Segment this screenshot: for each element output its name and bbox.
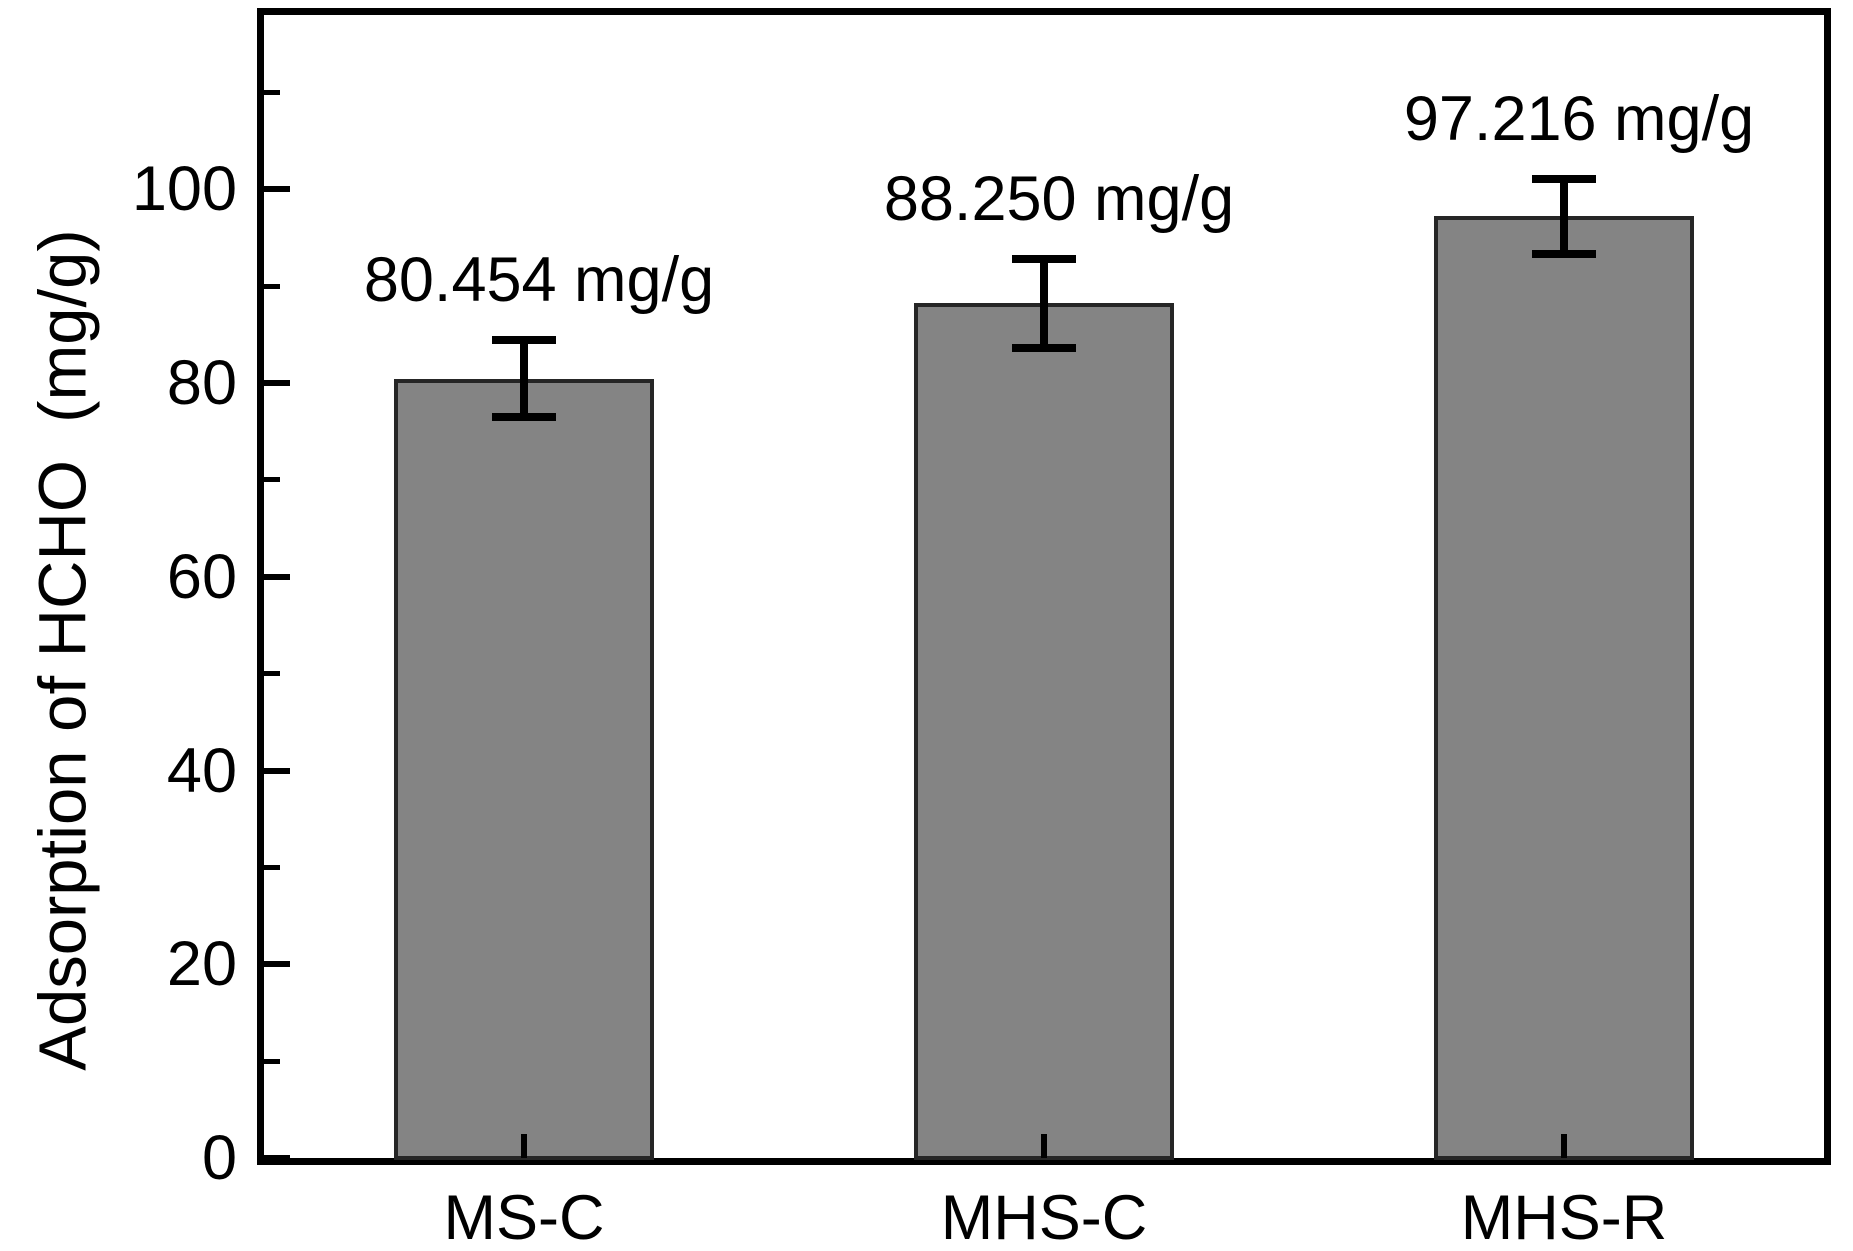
y-tick-label: 20	[166, 929, 237, 1000]
y-tick-label: 0	[201, 1123, 237, 1193]
y-minor-tick	[264, 477, 280, 483]
x-category-label: MHS-R	[1460, 1183, 1668, 1251]
error-bar-line	[1040, 258, 1048, 348]
bar-value-label: 88.250 mg/g	[883, 163, 1235, 234]
y-tick-label: 100	[131, 154, 237, 225]
bar	[914, 303, 1174, 1160]
error-bar-cap-top	[1532, 174, 1596, 183]
y-minor-tick	[264, 1058, 280, 1064]
y-major-tick	[264, 186, 290, 193]
y-minor-tick	[264, 864, 280, 870]
error-bar-line	[1560, 178, 1568, 255]
x-tick	[1041, 1134, 1047, 1158]
y-major-tick	[264, 1155, 290, 1161]
y-tick-label: 40	[166, 735, 237, 806]
x-category-label: MS-C	[443, 1183, 605, 1251]
x-category-label: MHS-C	[940, 1183, 1148, 1251]
y-major-tick	[264, 573, 290, 580]
x-tick	[521, 1134, 527, 1158]
error-bar-cap-bottom	[1532, 250, 1596, 259]
x-tick	[1561, 1134, 1567, 1158]
y-tick-label: 80	[166, 348, 237, 419]
bar	[1434, 216, 1694, 1160]
y-major-tick	[264, 961, 290, 968]
y-tick-label: 60	[166, 541, 237, 612]
y-major-tick	[264, 380, 290, 387]
y-major-tick	[264, 767, 290, 774]
y-minor-tick	[264, 671, 280, 677]
error-bar-cap-top	[492, 335, 556, 344]
error-bar-cap-bottom	[492, 413, 556, 422]
error-bar-line	[520, 339, 528, 418]
error-bar-cap-top	[1012, 254, 1076, 263]
error-bar-cap-bottom	[1012, 343, 1076, 352]
bar-value-label: 97.216 mg/g	[1403, 83, 1755, 154]
y-minor-tick	[264, 283, 280, 289]
y-minor-tick	[264, 89, 280, 95]
bar-value-label: 80.454 mg/g	[363, 244, 715, 315]
bar	[394, 378, 654, 1160]
